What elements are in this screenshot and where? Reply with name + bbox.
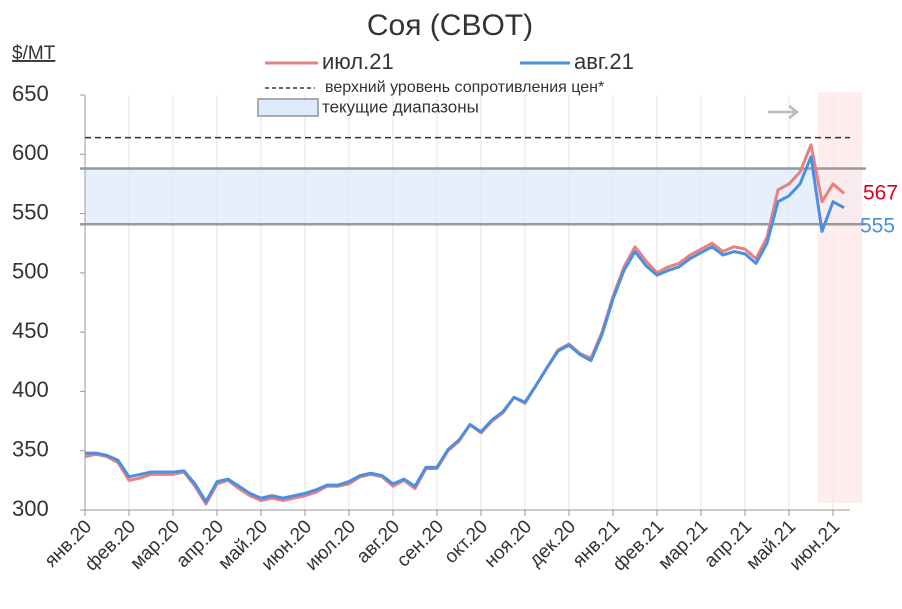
y-tick-label: 650 xyxy=(12,81,49,106)
series-line xyxy=(85,155,845,504)
legend-label: текущие диапазоны xyxy=(322,97,479,116)
y-tick-label: 400 xyxy=(12,377,49,402)
y-axis-label: $/MT xyxy=(12,43,56,64)
end-label: 555 xyxy=(860,215,895,238)
y-tick-label: 550 xyxy=(12,199,49,224)
x-tick-label: мар.20 xyxy=(126,516,184,574)
y-tick-label: 350 xyxy=(12,437,49,462)
x-tick-label: сен.20 xyxy=(393,516,448,571)
legend-swatch xyxy=(257,98,319,117)
x-tick-label: ноя.20 xyxy=(480,516,536,572)
highlight-period xyxy=(818,92,862,503)
y-tick-label: 450 xyxy=(12,318,49,343)
x-tick-label: дек.20 xyxy=(525,516,580,571)
x-tick-label: июл.20 xyxy=(301,516,360,575)
legend-label: верхний уровень сопротивления цен* xyxy=(325,79,604,96)
arrow xyxy=(768,105,800,119)
legend-label: июл.21 xyxy=(322,49,394,74)
range-band xyxy=(85,168,862,225)
end-label: 567 xyxy=(863,182,898,205)
chart-title: Соя (CBOT) xyxy=(367,9,533,42)
legend-label: авг.21 xyxy=(574,49,634,74)
y-tick-label: 300 xyxy=(12,496,49,521)
y-tick-label: 500 xyxy=(12,259,49,284)
x-tick-label: июн.21 xyxy=(786,516,845,575)
y-tick-label: 600 xyxy=(12,140,49,165)
x-tick-label: мар.21 xyxy=(654,516,712,574)
